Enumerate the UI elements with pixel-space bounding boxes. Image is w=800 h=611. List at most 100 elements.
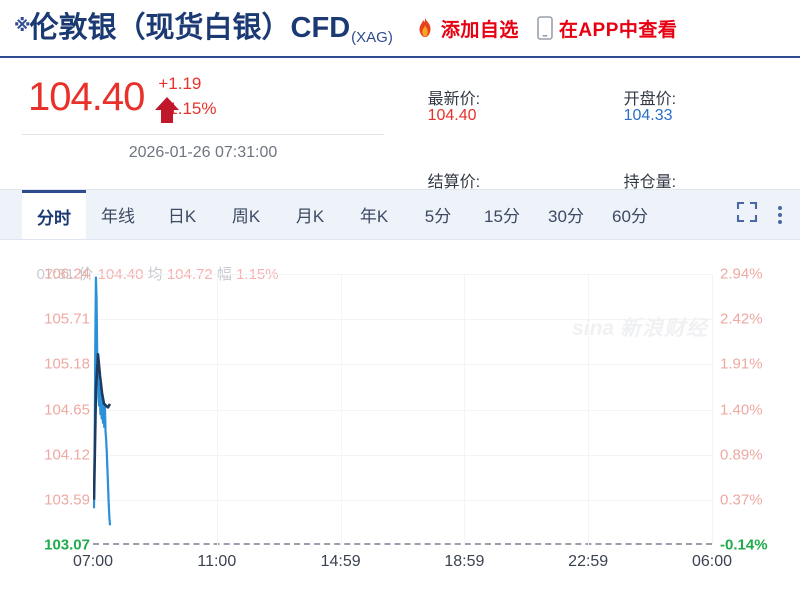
tab-label: 年线: [101, 207, 135, 226]
change-absolute: +1.19: [158, 74, 202, 93]
tab-week-k[interactable]: 周K: [214, 190, 278, 239]
x-axis-tick: 22:59: [568, 553, 609, 570]
divider: [22, 134, 384, 136]
quote-detail-column-right: 开盘价: 104.33 持仓量: 0 卖 价: 104.46: [588, 76, 784, 290]
chart-info-line: 07:31 价 104.40 均 104.72 幅 1.15%: [20, 246, 279, 301]
y-axis-tick-left: 103.07: [44, 536, 90, 554]
last-price: 104.40: [28, 74, 145, 119]
y-axis-tick-right: 2.94%: [720, 265, 763, 283]
grid-line-horizontal: [93, 364, 712, 366]
chart-y-axis-right: 2.94% 2.42% 1.91% 1.40% 0.89% 0.37% -0.14%: [714, 266, 792, 554]
grid-line-horizontal: [93, 499, 712, 501]
quote-field-label: 结算价:: [427, 174, 481, 191]
series-canvas: [93, 276, 112, 526]
header-actions: 添加自选 在APP中查看: [415, 15, 696, 42]
chart-plot[interactable]: sina 新浪财经 106.24 105.71 105.18 104.65 104.12…: [0, 266, 800, 554]
add-watchlist-button[interactable]: 添加自选: [415, 15, 519, 42]
tab-label: 60分: [612, 207, 648, 226]
grid-line-horizontal: [93, 319, 712, 321]
add-watchlist-label: 添加自选: [440, 19, 519, 41]
more-vertical-icon[interactable]: [772, 204, 788, 226]
y-axis-tick-right: 0.37%: [720, 491, 763, 509]
fullscreen-icon[interactable]: [736, 201, 758, 228]
instrument-title: ※ 伦敦银（现货白银）CFD (XAG): [14, 11, 393, 46]
chart-y-axis-left: 106.24 105.71 105.18 104.65 104.12 103.59 103.…: [12, 266, 90, 554]
quote-timestamp: 2026-01-26 07:31:00: [128, 144, 278, 162]
tab-year-k[interactable]: 年K: [342, 190, 406, 239]
x-axis-tick: 06:00: [691, 553, 733, 570]
watermark-brand: sina: [572, 317, 615, 340]
tab-label: 15分: [484, 207, 520, 226]
tab-label: 年K: [359, 207, 389, 226]
tab-label: 30分: [548, 207, 584, 226]
grid-line-vertical: [588, 274, 590, 545]
tab-label: 分时: [37, 208, 71, 228]
y-axis-tick-left: 106.24: [44, 265, 90, 283]
y-axis-tick-left: 103.59: [44, 491, 90, 509]
y-axis-tick-right: -0.14%: [720, 536, 768, 554]
grid-line-vertical: [340, 274, 342, 545]
tab-nianxian[interactable]: 年线: [86, 190, 150, 239]
quote-field-value: 104.33: [623, 107, 673, 124]
grid-line-horizontal: [93, 409, 712, 411]
quote-primary: 104.40 +1.19 +1.15% 2026-01-26 07:31:00: [0, 72, 392, 189]
chart-info-price-key: 价: [78, 266, 94, 283]
baseline-dashed: [93, 543, 712, 545]
title-mark-icon: ※: [14, 15, 31, 35]
tab-30min[interactable]: 30分: [534, 190, 598, 239]
page-header: ※ 伦敦银（现货白银）CFD (XAG) 添加自选 在APP中查看: [0, 0, 800, 58]
grid-line-horizontal: [93, 274, 712, 275]
y-axis-tick-right: 0.89%: [720, 446, 763, 464]
series-line: [93, 276, 112, 526]
tab-day-k[interactable]: 日K: [150, 190, 214, 239]
y-axis-tick-right: 2.42%: [720, 310, 763, 328]
flame-icon: [415, 17, 435, 39]
y-axis-tick-left: 105.18: [44, 355, 90, 373]
x-axis-tick: 11:00: [197, 553, 237, 570]
instrument-symbol: (XAG): [351, 28, 393, 46]
grid-line-vertical: [216, 274, 218, 545]
chart-grid: [93, 274, 713, 545]
tab-5min[interactable]: 5分: [406, 190, 470, 239]
tab-label: 月K: [295, 207, 325, 226]
tab-month-k[interactable]: 月K: [278, 190, 342, 239]
phone-icon: [537, 16, 553, 40]
quote-field-label: 开盘价:: [623, 91, 677, 108]
quote-field: 最新价: 104.40: [392, 76, 588, 159]
page-title: 伦敦银（现货白银）CFD: [29, 11, 351, 44]
y-axis-tick-left: 105.71: [44, 310, 90, 328]
chart-toolbar: [736, 190, 788, 239]
quote-field-label: 最新价:: [427, 91, 481, 108]
y-axis-tick-left: 104.65: [44, 401, 90, 418]
quote-field: 开盘价: 104.33: [588, 76, 784, 159]
quote-detail-column-left: 最新价: 104.40 结算价: -- 买 价: 104.40: [392, 76, 588, 290]
tab-label: 5分: [424, 207, 452, 226]
chart-area[interactable]: 07:31 价 104.40 均 104.72 幅 1.15% sina 新浪财…: [0, 240, 800, 581]
y-axis-tick-right: 1.40%: [720, 401, 763, 418]
chart-tabbar: 分时 年线 日K 周K 月K 年K 5分 15分 30分 60分: [0, 190, 800, 240]
quote-panel: 104.40 +1.19 +1.15% 2026-01-26 07:31:00 …: [0, 58, 800, 290]
quote-field-value: 104.40: [427, 107, 477, 124]
tab-fenshi[interactable]: 分时: [22, 190, 86, 239]
price-row: 104.40 +1.19 +1.15%: [14, 72, 392, 123]
tab-15min[interactable]: 15分: [470, 190, 534, 239]
grid-line-vertical: [712, 274, 713, 545]
quote-details: 最新价: 104.40 结算价: -- 买 价: 104.40 开盘价: 104…: [392, 72, 800, 290]
grid-line-vertical: [464, 274, 466, 545]
chart-info-time: 07:31: [36, 266, 75, 283]
chart-series: [93, 274, 712, 545]
y-axis-tick-left: 104.12: [44, 446, 90, 464]
grid-line-horizontal: [93, 454, 712, 456]
quote-field-label: 持仓量:: [623, 174, 677, 191]
tab-label: 周K: [231, 207, 261, 226]
series-line: [93, 353, 112, 500]
tab-60min[interactable]: 60分: [598, 190, 662, 239]
watermark-brand-cn: 新浪财经: [620, 317, 708, 340]
view-in-app-label: 在APP中查看: [558, 19, 678, 41]
x-axis-tick: 14:59: [320, 553, 361, 570]
view-in-app-button[interactable]: 在APP中查看: [537, 15, 678, 42]
x-axis-tick: 07:00: [72, 553, 114, 570]
tab-label: 日K: [167, 207, 197, 226]
y-axis-tick-right: 1.91%: [720, 355, 763, 373]
chart-x-axis: 07:00 11:00 14:59 18:59 22:59 06:00: [0, 547, 800, 581]
